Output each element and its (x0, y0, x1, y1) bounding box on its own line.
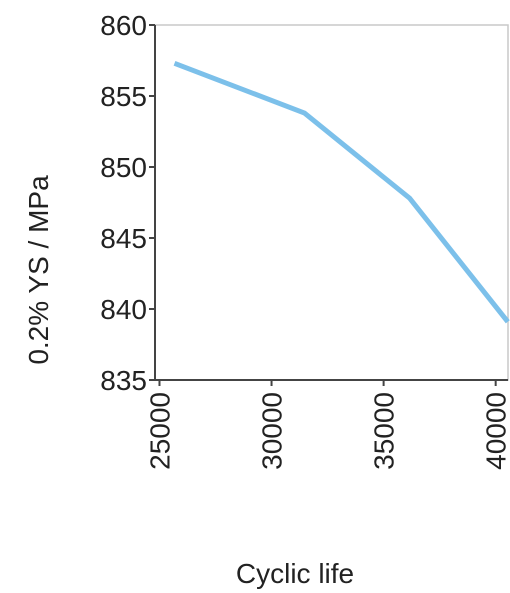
x-axis-label: Cyclic life (236, 558, 354, 589)
y-tick-label: 850 (100, 152, 147, 183)
y-tick-label: 860 (100, 10, 147, 41)
y-axis-label: 0.2% YS / MPa (23, 175, 54, 365)
data-line (173, 61, 510, 324)
y-tick-label: 835 (100, 365, 147, 396)
y-tick-label: 845 (100, 223, 147, 254)
x-tick-label: 40000 (481, 392, 510, 470)
y-tick-label: 855 (100, 81, 147, 112)
x-tick-label: 25000 (144, 392, 175, 470)
y-tick-label: 840 (100, 294, 147, 325)
x-tick-label: 30000 (257, 392, 288, 470)
x-tick-label: 35000 (369, 392, 400, 470)
